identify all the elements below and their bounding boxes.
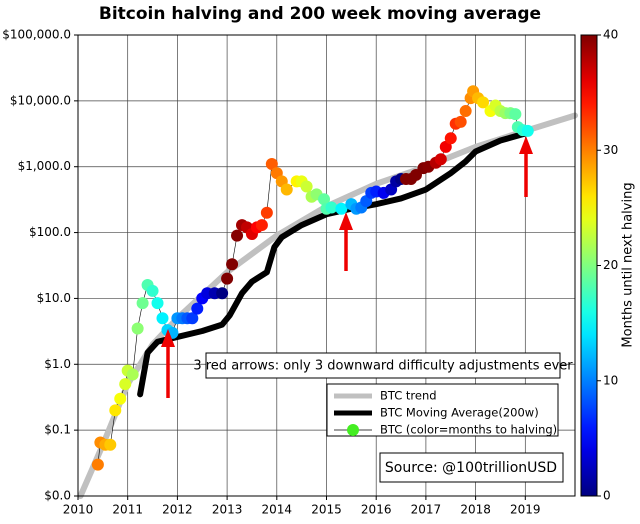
point [226,258,239,271]
colorbar-tick-label: 30 [603,143,618,157]
point [325,201,338,214]
point [91,458,104,471]
legend-label: BTC trend [380,389,437,403]
point [318,193,331,206]
point [119,378,132,391]
legend [326,383,559,437]
point [459,105,472,118]
annotation-box [205,352,561,379]
point [191,302,204,315]
line [137,128,534,398]
x-tick-label: 2010 [63,503,94,517]
point [231,229,244,242]
point [136,297,149,310]
y-tick-label: $1.0 [44,357,71,371]
point [186,312,199,325]
point [444,132,457,145]
y-tick-label: $10.0 [37,291,71,305]
x-tick-label: 2015 [311,503,342,517]
point [114,392,127,405]
point [221,272,234,285]
x-tick-label: 2016 [361,503,392,517]
point [146,284,159,297]
x-tick-label: 2013 [212,503,243,517]
y-tick-label: $0.0 [44,489,71,503]
point [454,115,467,128]
colorbar [580,34,598,497]
x-tick-label: 2018 [460,503,491,517]
point [156,312,169,325]
point [131,322,144,335]
point [477,96,490,109]
y-tick-label: $1,000.0 [18,159,71,173]
chart-title: Bitcoin halving and 200 week moving aver… [99,4,541,24]
legend-label: BTC Moving Average(200w) [380,406,539,420]
point [521,124,534,137]
point [260,206,273,219]
legend-label: BTC (color=months to halving) [380,423,557,437]
x-tick-label: 2011 [112,503,143,517]
point [126,368,139,381]
point [509,108,522,121]
y-tick-label: $0.1 [44,423,71,437]
x-tick-label: 2019 [510,503,541,517]
arrows [161,136,533,398]
point [104,438,117,451]
colorbar-tick-label: 40 [603,28,618,42]
colorbar-tick-label: 0 [603,489,611,503]
y-tick-label: $100.0 [29,225,71,239]
colorbar-tick-label: 20 [603,258,618,272]
point [265,157,278,170]
x-tick-label: 2012 [162,503,193,517]
colorbar-label: Months until next halving [621,182,636,347]
point [280,183,293,196]
point [216,287,229,300]
point [255,219,268,232]
y-tick-label: $100,000.0 [2,28,71,42]
point [434,153,447,166]
point [151,297,164,310]
point [335,202,348,215]
point [300,180,313,193]
x-tick-label: 2014 [262,503,293,517]
plot-area [77,34,578,499]
legend-swatch [347,424,359,436]
source: Source: @100trillionUSD [385,460,557,476]
annotation: 3 red arrows: only 3 downward difficulty… [193,359,573,374]
y-tick-label: $10,000.0 [10,93,71,107]
colorbar-tick-label: 10 [603,373,618,387]
point [109,404,122,417]
source-box [379,452,564,483]
x-tick-label: 2017 [411,503,442,517]
